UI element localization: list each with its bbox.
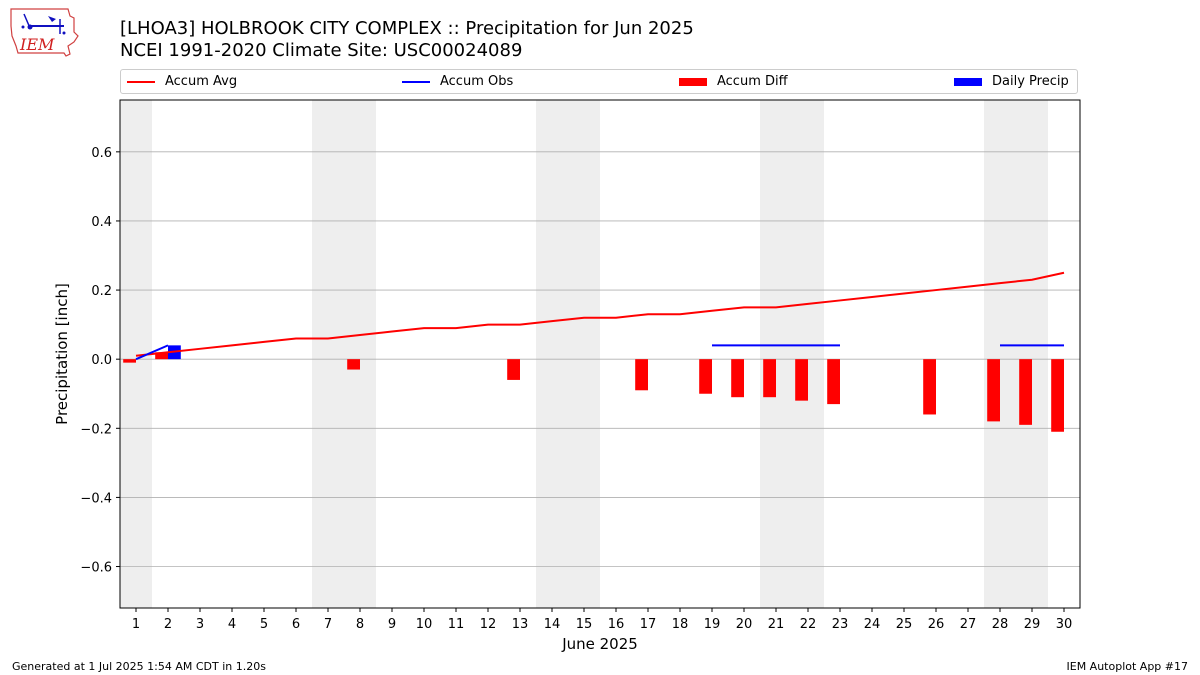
x-tick-label: 17 [640, 617, 657, 632]
accum-lines [135, 271, 1065, 361]
y-tick-label: 0.0 [91, 353, 112, 368]
x-tick-label: 30 [1056, 617, 1073, 632]
accum-diff-bar [763, 359, 776, 398]
x-tick-label: 2 [164, 617, 172, 632]
accum-avg-line [135, 271, 1065, 357]
accum-diff-bars [123, 352, 1064, 432]
accum-diff-bar [123, 359, 136, 363]
accum-diff-bar [987, 359, 1000, 422]
y-tick-label: −0.4 [80, 491, 112, 506]
y-tick-label: 0.4 [91, 215, 112, 230]
x-tick-label: 9 [388, 617, 396, 632]
x-tick-label: 25 [896, 617, 913, 632]
legend-label-accum-obs: Accum Obs [440, 74, 514, 89]
accum-diff-bar [795, 359, 808, 401]
x-tick-label: 7 [324, 617, 332, 632]
legend-swatch-accum-obs [402, 81, 430, 83]
weekend-shading [120, 100, 1048, 608]
plot-frame [119, 99, 1081, 609]
legend-label-accum-diff: Accum Diff [717, 74, 788, 89]
x-tick-label: 19 [704, 617, 721, 632]
x-tick-label: 16 [608, 617, 625, 632]
x-tick-label: 20 [736, 617, 753, 632]
chart-legend: Accum Avg Accum Obs Accum Diff Daily Pre… [120, 69, 1078, 94]
x-axis-ticks: 1 2 3 4 5 6 7 8 9 10 11 12 13 14 15 16 17 18 19 20 21 22 23 24 2… [132, 608, 1072, 632]
x-tick-label: 21 [768, 617, 785, 632]
y-axis-label: Precipitation [inch] [53, 283, 71, 425]
x-tick-label: 23 [832, 617, 849, 632]
x-tick-label: 6 [292, 617, 300, 632]
accum-diff-bar [347, 359, 360, 370]
accum-diff-bar [1051, 359, 1064, 432]
accum-diff-bar [731, 359, 744, 398]
x-tick-label: 28 [992, 617, 1009, 632]
x-tick-label: 24 [864, 617, 881, 632]
y-tick-label: 0.6 [91, 146, 112, 161]
x-tick-label: 10 [416, 617, 433, 632]
x-tick-label: 8 [356, 617, 364, 632]
x-tick-label: 27 [960, 617, 977, 632]
x-tick-label: 18 [672, 617, 689, 632]
accum-diff-bar [827, 359, 840, 405]
accum-diff-bar [155, 352, 168, 360]
accum-diff-bar [923, 359, 936, 415]
x-tick-label: 15 [576, 617, 593, 632]
weekend-band [536, 100, 600, 608]
x-axis-label: June 2025 [561, 635, 638, 653]
x-tick-label: 13 [512, 617, 529, 632]
legend-swatch-daily-precip [954, 78, 982, 86]
x-tick-label: 26 [928, 617, 945, 632]
footer-generated: Generated at 1 Jul 2025 1:54 AM CDT in 1… [12, 660, 266, 673]
weekend-band [984, 100, 1048, 608]
y-gridlines [120, 151, 1080, 567]
footer-app: IEM Autoplot App #17 [1066, 660, 1189, 673]
accum-diff-bar [635, 359, 648, 391]
weekend-band [312, 100, 376, 608]
y-tick-label: 0.2 [91, 284, 112, 299]
accum-diff-bar [1019, 359, 1032, 425]
x-tick-label: 29 [1024, 617, 1041, 632]
accum-diff-bar [507, 359, 520, 380]
x-tick-label: 1 [132, 617, 140, 632]
x-tick-label: 5 [260, 617, 268, 632]
weekend-band [760, 100, 824, 608]
x-tick-label: 4 [228, 617, 236, 632]
x-tick-label: 22 [800, 617, 817, 632]
iem-logo: IEM [8, 6, 80, 60]
x-tick-label: 3 [196, 617, 204, 632]
legend-label-daily-precip: Daily Precip [992, 74, 1069, 89]
x-tick-label: 11 [448, 617, 465, 632]
x-tick-label: 14 [544, 617, 561, 632]
chart-subtitle: NCEI 1991-2020 Climate Site: USC00024089 [120, 40, 523, 61]
legend-swatch-accum-diff [679, 78, 707, 86]
legend-label-accum-avg: Accum Avg [165, 74, 238, 89]
y-axis-ticks: 0.6 0.4 0.2 0.0 −0.2 −0.4 −0.6 [80, 146, 120, 576]
logo-text: IEM [19, 35, 55, 54]
legend-swatch-accum-avg [127, 81, 155, 83]
x-tick-label: 12 [480, 617, 497, 632]
chart-title: [LHOA3] HOLBROOK CITY COMPLEX :: Precipi… [120, 18, 694, 39]
accum-obs-line [135, 344, 169, 361]
accum-diff-bar [699, 359, 712, 394]
y-tick-label: −0.2 [80, 422, 112, 437]
y-tick-label: −0.6 [80, 561, 112, 576]
